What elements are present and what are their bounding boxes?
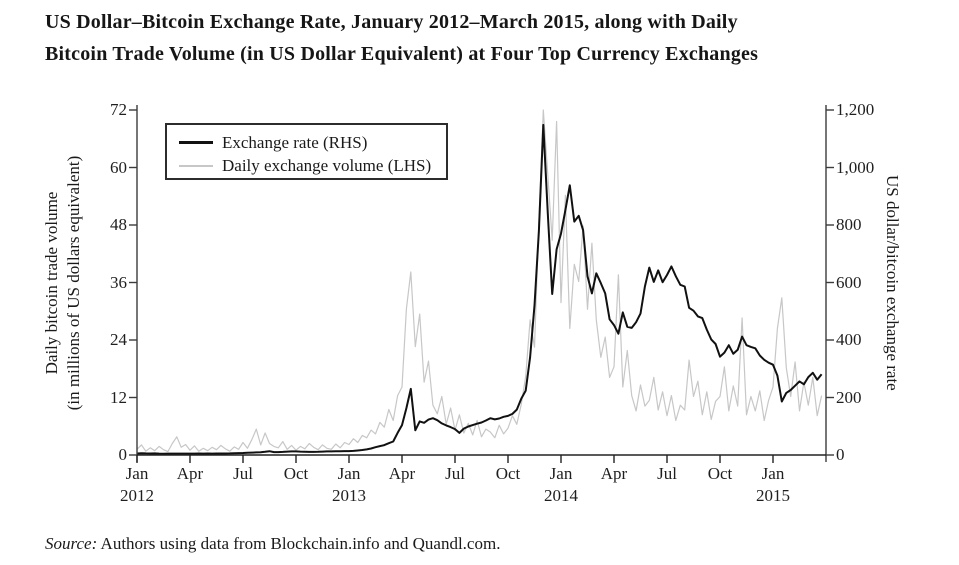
left-axis-tick-label: 72 xyxy=(110,100,127,119)
x-axis-year-label: 2012 xyxy=(120,486,154,505)
right-axis-tick-label: 1,200 xyxy=(836,100,875,119)
left-axis-tick-label: 48 xyxy=(110,215,127,234)
source-text: Authors using data from Blockchain.info … xyxy=(97,534,501,553)
x-axis-year-label: 2014 xyxy=(544,486,578,505)
right-axis-tick-label: 600 xyxy=(836,272,862,292)
exchange-rate-line-swatch xyxy=(179,141,213,144)
chart-title-line1: US Dollar–Bitcoin Exchange Rate, January… xyxy=(45,11,738,33)
source-note: Source: Authors using data from Blockcha… xyxy=(45,534,500,554)
exchange-rate-line xyxy=(136,123,823,455)
x-axis-month-label: Jan xyxy=(337,464,361,483)
legend-row-volume: Daily exchange volume (LHS) xyxy=(179,154,446,177)
chart-title-line2: Bitcoin Trade Volume (in US Dollar Equiv… xyxy=(45,43,759,65)
left-axis-tick-label: 12 xyxy=(110,387,127,407)
right-axis-tick-label: 800 xyxy=(836,215,862,234)
x-axis-month-label: Apr xyxy=(600,464,628,483)
left-axis-tick-label: 36 xyxy=(110,272,127,292)
right-axis-tick-label: 400 xyxy=(836,330,862,349)
legend-row-exchange-rate: Exchange rate (RHS) xyxy=(179,131,446,154)
x-axis-month-label: Oct xyxy=(495,464,521,483)
source-prefix: Source: xyxy=(45,534,98,553)
chart-legend: Exchange rate (RHS) Daily exchange volum… xyxy=(165,123,448,180)
x-axis-month-label: Jan xyxy=(125,464,149,483)
left-axis-tick-label: 0 xyxy=(118,445,128,464)
x-axis-month-label: Apr xyxy=(388,464,416,483)
chart-title: US Dollar–Bitcoin Exchange Rate, January… xyxy=(45,6,925,70)
right-axis-title: US dollar/bitcoin exchange rate xyxy=(883,174,902,391)
right-axis-tick-label: 1,000 xyxy=(836,157,875,177)
x-axis-month-label: Jan xyxy=(761,464,785,483)
x-axis-year-label: 2015 xyxy=(756,486,790,505)
left-axis-tick-label: 60 xyxy=(110,157,127,177)
x-axis-month-label: Jan xyxy=(549,464,573,483)
x-axis-month-label: Jul xyxy=(233,464,253,483)
legend-label-exchange-rate: Exchange rate (RHS) xyxy=(222,132,368,152)
legend-label-volume: Daily exchange volume (LHS) xyxy=(222,155,432,175)
x-axis-month-label: Jul xyxy=(657,464,677,483)
x-axis-month-label: Oct xyxy=(707,464,733,483)
x-axis-month-label: Apr xyxy=(176,464,204,483)
volume-line xyxy=(136,109,823,453)
right-axis-tick-label: 200 xyxy=(836,387,862,407)
x-axis-month-label: Jul xyxy=(445,464,465,483)
volume-line-swatch xyxy=(179,164,213,167)
left-axis-tick-label: 24 xyxy=(110,330,127,349)
right-axis-tick-label: 0 xyxy=(836,445,845,464)
x-axis-year-label: 2013 xyxy=(332,486,366,505)
x-axis-month-label: Oct xyxy=(283,464,309,483)
